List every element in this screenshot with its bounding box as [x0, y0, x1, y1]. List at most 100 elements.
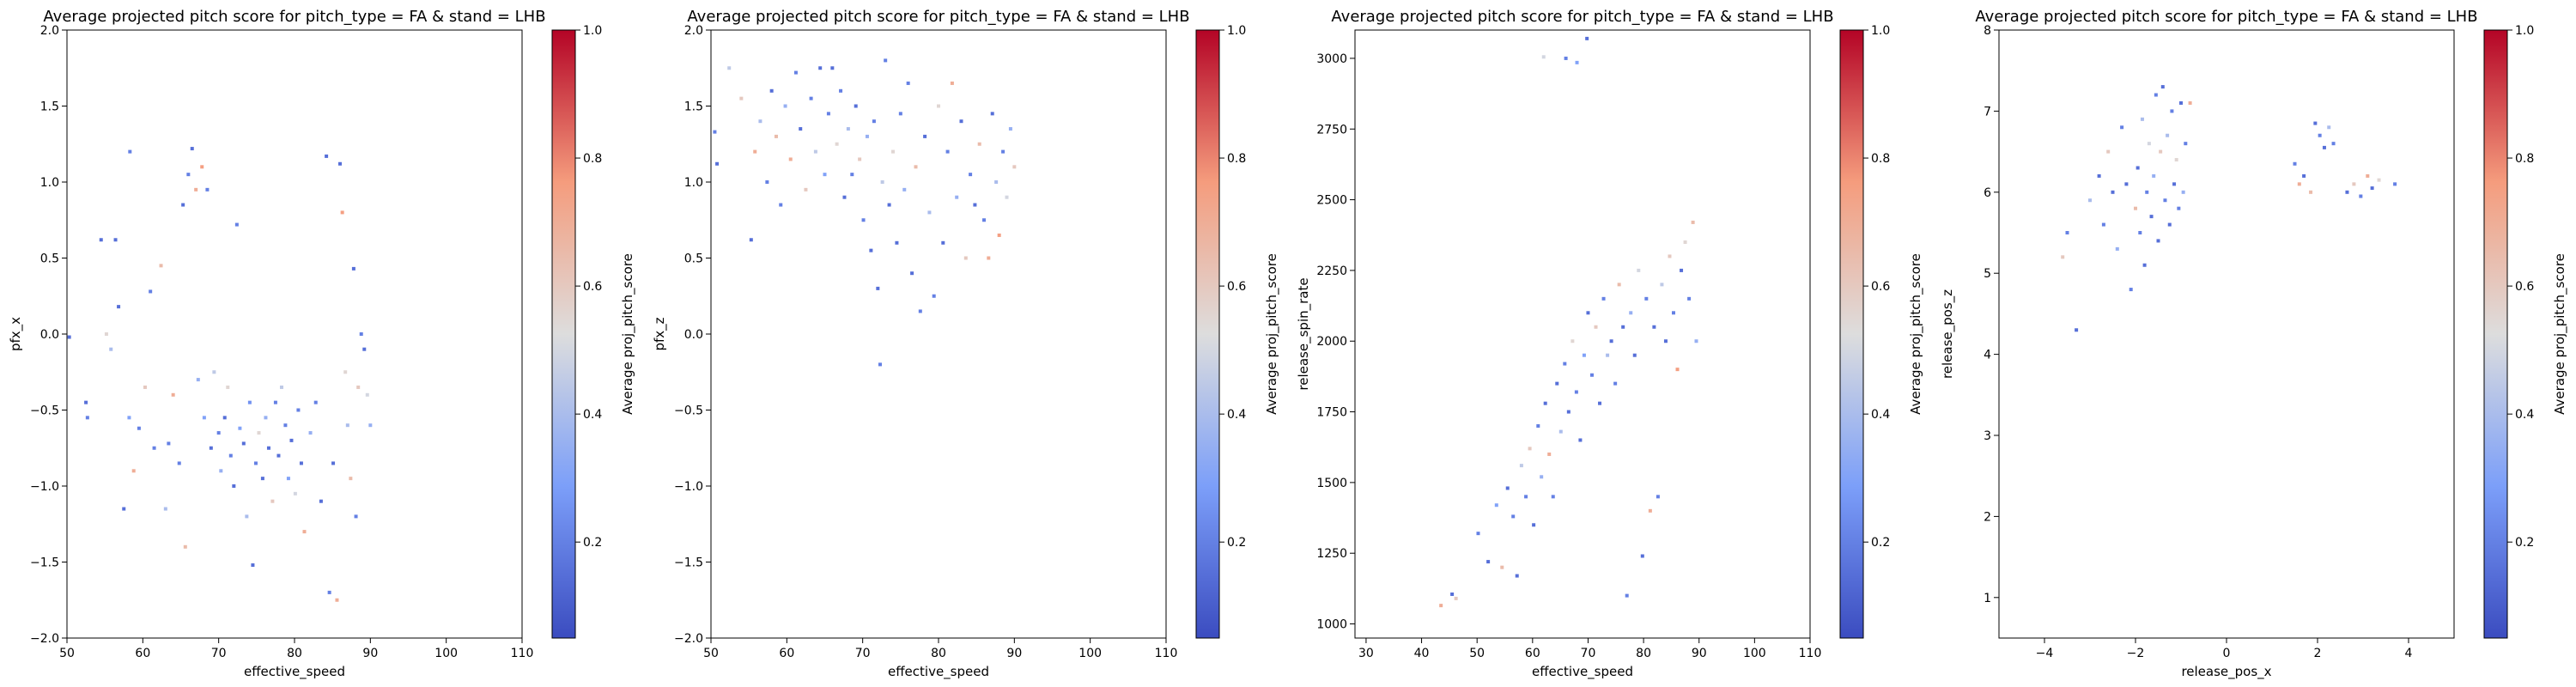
- data-point: [813, 149, 817, 154]
- data-point: [2154, 93, 2158, 97]
- data-point: [319, 499, 323, 503]
- data-point: [1540, 475, 1544, 479]
- data-point: [1008, 127, 1012, 131]
- colorbar-tick-label: 0.8: [2515, 152, 2534, 166]
- data-point: [895, 240, 899, 245]
- colorbar-tick-label: 1.0: [583, 24, 602, 38]
- data-point: [1564, 56, 1568, 60]
- data-point: [783, 104, 787, 108]
- data-point: [1005, 195, 1009, 199]
- y-axis-label: pfx_x: [8, 317, 24, 351]
- data-point: [1555, 381, 1559, 386]
- colorbar-tick-label: 0.4: [1227, 408, 1246, 422]
- data-point: [152, 446, 156, 450]
- y-tick-label: −1.5: [674, 556, 703, 570]
- data-point: [149, 289, 153, 294]
- data-point: [1454, 596, 1458, 600]
- colorbar-tick-label: 1.0: [1227, 24, 1246, 38]
- data-point: [1571, 339, 1575, 344]
- y-tick-label: 2750: [1316, 123, 1347, 137]
- data-point: [1536, 424, 1540, 429]
- x-axis-label: effective_speed: [244, 664, 345, 680]
- data-point: [1500, 565, 1504, 569]
- data-point: [1574, 390, 1578, 394]
- data-point: [1687, 296, 1692, 301]
- data-point: [351, 266, 355, 271]
- y-tick-label: 6: [1984, 186, 1991, 200]
- data-point: [181, 203, 185, 207]
- data-point: [969, 173, 973, 177]
- plot-frame: [710, 29, 1167, 639]
- data-point: [1683, 240, 1687, 244]
- data-points: [1439, 36, 1698, 608]
- data-point: [137, 426, 141, 430]
- y-axis-label: release_pos_z: [1940, 289, 1956, 379]
- colorbar-label: Average proj_pitch_score: [1264, 253, 1280, 415]
- colorbar-frame: [1195, 29, 1220, 639]
- data-point: [251, 563, 255, 568]
- data-point: [963, 256, 968, 260]
- data-point: [238, 426, 242, 430]
- data-point: [1648, 508, 1652, 513]
- colorbar: 0.2 0.4 0.6 0.8 1.0 Average proj_pitch_score: [2483, 24, 2568, 639]
- y-tick-label: 1750: [1316, 406, 1347, 420]
- y-tick-label: 3: [1984, 429, 1991, 443]
- data-point: [308, 431, 313, 435]
- x-tick-label: 110: [1155, 647, 1178, 660]
- data-point: [839, 88, 843, 93]
- data-point: [739, 96, 744, 100]
- data-point: [219, 469, 223, 473]
- data-point: [247, 400, 252, 404]
- data-point: [1601, 296, 1606, 301]
- data-point: [1621, 325, 1625, 329]
- x-tick-label: 80: [931, 647, 946, 660]
- x-tick-label: 70: [211, 647, 227, 660]
- data-point: [880, 180, 884, 184]
- data-point: [1001, 149, 1005, 154]
- data-point: [289, 438, 294, 442]
- data-point: [286, 477, 290, 481]
- data-point: [2106, 149, 2111, 154]
- data-point: [799, 127, 803, 131]
- data-point: [2170, 109, 2174, 113]
- data-point: [228, 453, 233, 458]
- data-point: [1675, 368, 1680, 372]
- colorbar-tick-label: 0.6: [1871, 280, 1890, 294]
- data-point: [2318, 133, 2322, 137]
- data-point: [159, 264, 163, 268]
- data-point: [1541, 55, 1546, 59]
- y-axis-label: release_spin_rate: [1296, 277, 1312, 390]
- y-tick-label: 1500: [1316, 477, 1347, 490]
- data-point: [127, 416, 131, 420]
- data-point: [325, 154, 329, 158]
- data-point: [1637, 268, 1641, 272]
- data-point: [177, 461, 181, 465]
- colorbar-frame: [2483, 29, 2508, 639]
- colorbar-gradient: [552, 30, 575, 638]
- data-point: [902, 187, 907, 192]
- data-point: [941, 240, 945, 245]
- data-point: [2065, 231, 2069, 234]
- y-tick-label: 1.0: [684, 176, 703, 190]
- colorbar-tick-label: 0.2: [583, 536, 602, 550]
- data-point: [1586, 311, 1590, 315]
- colorbar-label: Average proj_pitch_score: [2552, 253, 2568, 415]
- colorbar-tick-label: 0.8: [1227, 152, 1246, 166]
- data-point: [887, 203, 891, 207]
- x-tick-label: 2: [2314, 647, 2322, 660]
- data-point: [1532, 523, 1536, 527]
- data-point: [927, 210, 932, 215]
- data-point: [84, 400, 88, 404]
- data-point: [1528, 447, 1532, 451]
- data-point: [1589, 373, 1594, 377]
- data-point: [923, 134, 927, 138]
- data-point: [910, 271, 914, 276]
- x-tick-label: 50: [59, 647, 75, 660]
- y-tick-label: −2.0: [674, 632, 703, 646]
- x-axis-label: effective_speed: [1532, 664, 1633, 680]
- data-point: [202, 416, 206, 420]
- data-point: [232, 484, 236, 488]
- data-point: [788, 157, 793, 161]
- data-point: [884, 58, 888, 63]
- colorbar-gradient: [1196, 30, 1219, 638]
